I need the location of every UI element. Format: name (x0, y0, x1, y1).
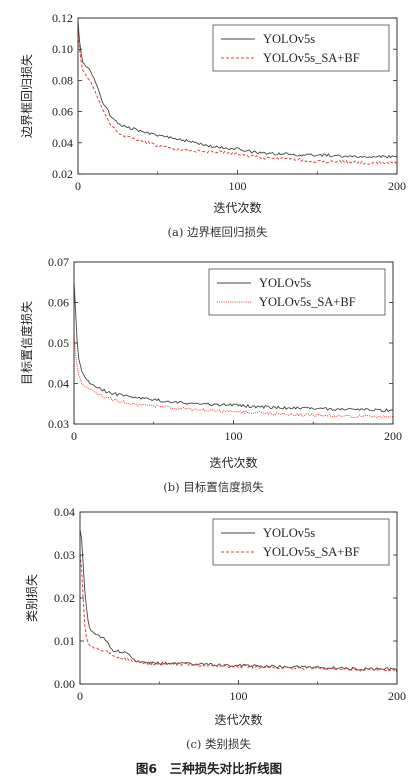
y-tick-label: 0.08 (52, 73, 73, 87)
x-tick-label: 200 (384, 429, 402, 443)
y-tick-label: 0.05 (48, 336, 69, 350)
y-tick-label: 0.06 (48, 296, 69, 310)
series-line-2 (77, 29, 398, 166)
figure-caption: 图6 三种损失对比折线图 (136, 761, 282, 776)
series-line-1 (77, 22, 398, 159)
x-tick-label: 100 (229, 179, 247, 193)
y-tick-label: 0.02 (54, 591, 75, 605)
x-tick-label: 0 (71, 429, 77, 443)
x-tick-label: 100 (230, 689, 248, 703)
x-tick-label: 200 (388, 179, 406, 193)
y-tick-label: 0.12 (52, 11, 73, 25)
legend-label: YOLOv5s_SA+BF (259, 295, 356, 309)
y-axis-label: 类别损失 (24, 574, 39, 622)
y-tick-label: 0.01 (54, 634, 75, 648)
y-tick-label: 0.06 (52, 105, 73, 119)
series-line-1 (73, 282, 394, 413)
y-tick-label: 0.02 (52, 167, 73, 181)
x-tick-label: 200 (388, 689, 406, 703)
legend-box (208, 268, 386, 316)
x-tick-label: 0 (77, 689, 83, 703)
y-tick-label: 0.04 (52, 136, 73, 150)
y-tick-label: 0.03 (54, 548, 75, 562)
y-tick-label: 0.10 (52, 42, 73, 56)
legend-box (212, 24, 390, 72)
y-axis-label: 边界框回归损失 (19, 54, 34, 138)
charts-container: 0.02 0.04 0.06 0.08 0.10 0.12 0 100 200 迭代次数 边界框回归… (19, 11, 406, 751)
panel-caption: (c) 类别损失 (186, 737, 252, 751)
panel-caption: (b) 目标置信度损失 (163, 480, 264, 494)
x-tick-label: 0 (75, 179, 81, 193)
x-axis-label: 迭代次数 (214, 712, 262, 727)
chart-3: 0.00 0.01 0.02 0.03 0.04 0 100 200 迭代次数 类别损失 YOLOv… (24, 505, 406, 751)
legend-label: YOLOv5s_SA+BF (263, 51, 360, 65)
chart-2: 0.03 0.04 0.05 0.06 0.07 0 100 200 迭代次数 目标置信度损失 YO… (19, 255, 402, 494)
legend-label: YOLOv5s (263, 526, 315, 540)
series-line-2 (73, 335, 394, 419)
legend-label: YOLOv5s (263, 32, 315, 46)
legend-label: YOLOv5s (259, 276, 311, 290)
y-axis-label: 目标置信度损失 (19, 301, 34, 385)
y-tick-label: 0.04 (48, 377, 69, 391)
legend-label: YOLOv5s_SA+BF (263, 545, 360, 559)
y-tick-label: 0.00 (54, 677, 75, 691)
series-line-1 (79, 529, 398, 672)
x-tick-label: 100 (225, 429, 243, 443)
chart-1: 0.02 0.04 0.06 0.08 0.10 0.12 0 100 200 迭代次数 边界框回归… (19, 11, 406, 239)
series-line-2 (79, 554, 398, 673)
y-tick-label: 0.07 (48, 255, 69, 269)
x-axis-label: 迭代次数 (209, 455, 257, 470)
y-tick-label: 0.04 (54, 505, 75, 519)
y-tick-label: 0.03 (48, 417, 69, 431)
legend-box (212, 518, 390, 566)
panel-caption: (a) 边界框回归损失 (168, 225, 268, 239)
x-axis-label: 迭代次数 (213, 200, 261, 215)
